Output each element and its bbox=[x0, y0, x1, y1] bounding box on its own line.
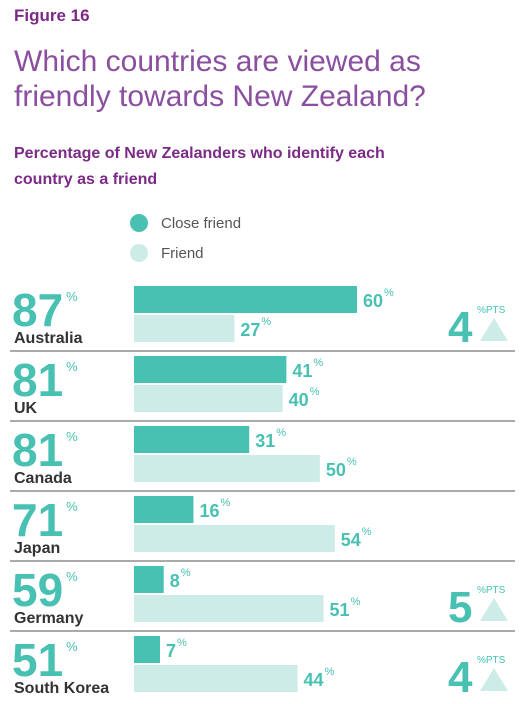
total-percent-uk: 81 bbox=[12, 354, 63, 406]
value-label-friend-south-korea: 44 bbox=[304, 670, 324, 690]
up-arrow-icon bbox=[480, 598, 508, 621]
legend-item-friend: Friend bbox=[130, 238, 241, 268]
country-label-germany: Germany bbox=[14, 610, 83, 627]
bar-close-friend-south-korea bbox=[134, 636, 161, 663]
value-percent-sign: % bbox=[325, 666, 335, 678]
country-label-canada: Canada bbox=[14, 470, 72, 487]
change-value-germany: 5 bbox=[448, 583, 472, 632]
bar-close-friend-australia bbox=[134, 286, 357, 313]
value-percent-sign: % bbox=[362, 526, 372, 538]
bar-close-friend-uk bbox=[134, 356, 287, 383]
chart-title: Which countries are viewed as friendly t… bbox=[14, 45, 426, 113]
change-unit-germany: %PTS bbox=[477, 585, 506, 596]
value-label-friend-germany: 51 bbox=[330, 600, 350, 620]
change-value-south-korea: 4 bbox=[448, 653, 473, 702]
legend: Close friend Friend bbox=[130, 208, 241, 268]
value-label-close-friend-australia: 60 bbox=[363, 291, 383, 311]
country-label-uk: UK bbox=[14, 400, 38, 417]
total-percent-canada: 81 bbox=[12, 424, 63, 476]
value-label-close-friend-canada: 31 bbox=[255, 431, 275, 451]
bar-friend-australia bbox=[134, 315, 235, 342]
value-label-friend-canada: 50 bbox=[326, 460, 346, 480]
chart-subtitle: Percentage of New Zealanders who identif… bbox=[14, 145, 385, 188]
value-label-close-friend-uk: 41 bbox=[292, 361, 312, 381]
value-percent-sign: % bbox=[310, 386, 320, 398]
value-percent-sign: % bbox=[181, 567, 191, 579]
legend-swatch-close-friend bbox=[130, 214, 148, 232]
bar-friend-south-korea bbox=[134, 665, 298, 692]
value-label-close-friend-south-korea: 7 bbox=[166, 641, 176, 661]
legend-item-close-friend: Close friend bbox=[130, 208, 241, 238]
total-percent-sign: % bbox=[66, 569, 78, 584]
value-label-friend-uk: 40 bbox=[289, 390, 309, 410]
legend-label-friend: Friend bbox=[161, 244, 204, 262]
legend-label-close-friend: Close friend bbox=[161, 214, 242, 232]
figure-label: Figure 16 bbox=[14, 6, 90, 25]
country-label-south-korea: South Korea bbox=[14, 680, 109, 697]
total-percent-sign: % bbox=[66, 289, 78, 304]
value-percent-sign: % bbox=[351, 596, 361, 608]
value-percent-sign: % bbox=[347, 456, 357, 468]
bar-friend-canada bbox=[134, 455, 320, 482]
total-percent-australia: 87 bbox=[12, 284, 63, 336]
bar-friend-japan bbox=[134, 525, 335, 552]
bar-close-friend-canada bbox=[134, 426, 250, 453]
total-percent-germany: 59 bbox=[12, 564, 63, 616]
legend-swatch-friend bbox=[130, 244, 148, 262]
value-label-friend-japan: 54 bbox=[341, 530, 361, 550]
total-percent-japan: 71 bbox=[12, 494, 63, 546]
value-percent-sign: % bbox=[313, 357, 323, 369]
country-label-japan: Japan bbox=[14, 540, 60, 557]
value-percent-sign: % bbox=[276, 427, 286, 439]
value-percent-sign: % bbox=[261, 316, 271, 328]
total-percent-sign: % bbox=[66, 639, 78, 654]
bar-friend-uk bbox=[134, 385, 283, 412]
value-percent-sign: % bbox=[220, 497, 230, 509]
bar-close-friend-japan bbox=[134, 496, 194, 523]
value-percent-sign: % bbox=[384, 287, 394, 299]
total-percent-sign: % bbox=[66, 359, 78, 374]
country-label-australia: Australia bbox=[14, 330, 83, 347]
value-label-close-friend-japan: 16 bbox=[199, 501, 219, 521]
value-label-close-friend-germany: 8 bbox=[170, 571, 180, 591]
up-arrow-icon bbox=[480, 318, 508, 341]
value-percent-sign: % bbox=[177, 637, 187, 649]
change-unit-south-korea: %PTS bbox=[477, 655, 506, 666]
change-value-australia: 4 bbox=[448, 303, 473, 352]
value-label-friend-australia: 27 bbox=[240, 320, 260, 340]
change-unit-australia: %PTS bbox=[477, 305, 506, 316]
up-arrow-icon bbox=[480, 668, 508, 691]
bar-friend-germany bbox=[134, 595, 324, 622]
total-percent-sign: % bbox=[66, 499, 78, 514]
bar-close-friend-germany bbox=[134, 566, 164, 593]
total-percent-south-korea: 51 bbox=[12, 634, 63, 686]
total-percent-sign: % bbox=[66, 429, 78, 444]
